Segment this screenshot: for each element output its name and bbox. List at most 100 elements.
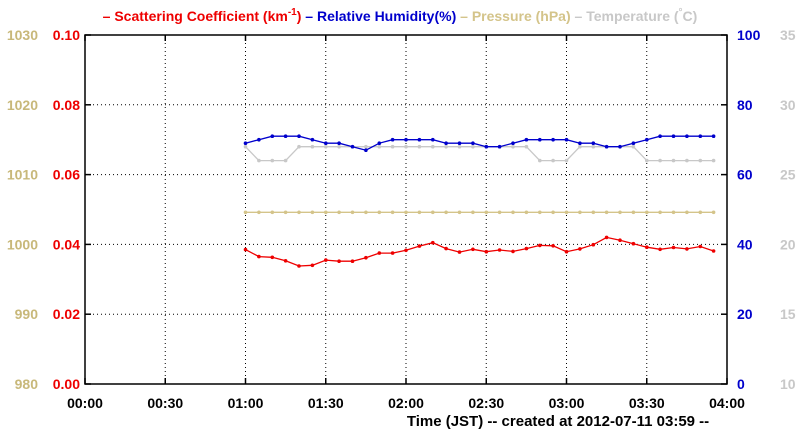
humidity-point [243, 141, 248, 145]
pressure-point [283, 210, 288, 215]
pressure-point [364, 210, 368, 215]
pressure-point [431, 210, 435, 215]
scattering-point [404, 248, 408, 253]
humidity-tick-label: 60 [737, 167, 753, 183]
series-layer [243, 134, 716, 268]
scattering-point [457, 250, 462, 254]
scattering-point [711, 249, 716, 253]
pressure-tick-label: 1000 [7, 236, 38, 252]
legend-item-scattering: Scattering Coefficient (km [114, 8, 287, 24]
temperature-point [417, 144, 422, 149]
temperature-point [444, 144, 448, 149]
pressure-point [511, 210, 515, 215]
x-tick-label: 00:00 [67, 395, 103, 411]
pressure-tick-label: 1010 [7, 167, 38, 183]
humidity-point [417, 137, 422, 142]
humidity-point [324, 141, 328, 145]
legend-item-temperature: Temperature ( [586, 8, 679, 24]
humidity-point [257, 137, 261, 142]
pressure-axis: 980 990 1000 1010 1020 1030 [7, 27, 38, 392]
x-tick-label: 00:30 [147, 395, 183, 411]
humidity-point [364, 148, 368, 152]
temperature-point [538, 158, 542, 163]
temperature-point [671, 158, 676, 163]
series-temperature [243, 144, 716, 163]
humidity-point [685, 134, 689, 138]
pressure-tick-label: 1030 [7, 27, 38, 43]
humidity-point [297, 134, 301, 138]
scattering-point [431, 240, 435, 245]
scattering-point [591, 242, 596, 247]
x-tick-label: 02:30 [468, 395, 504, 411]
x-axis: 00:00 00:30 01:00 01:30 02:00 02:30 03:00 03:30… [67, 34, 745, 411]
scattering-point [350, 259, 355, 264]
pressure-point [324, 210, 328, 215]
temperature-point [404, 144, 408, 149]
x-tick-label: 03:30 [629, 395, 665, 411]
temperature-tick-label: 35 [780, 27, 796, 43]
pressure-point [297, 210, 301, 215]
scattering-point [538, 243, 542, 248]
humidity-point [404, 137, 408, 142]
pressure-tick-label: 1020 [7, 97, 38, 113]
temperature-point [257, 158, 261, 163]
pressure-point [658, 210, 662, 215]
humidity-point [511, 141, 515, 145]
pressure-point [604, 210, 609, 215]
humidity-point [431, 137, 435, 142]
scattering-point [658, 247, 662, 252]
humidity-point [457, 141, 462, 145]
x-tick-label: 01:30 [308, 395, 344, 411]
humidity-point [591, 141, 596, 145]
pressure-point [671, 210, 676, 215]
pressure-point [538, 210, 542, 215]
temperature-point [591, 144, 596, 149]
scattering-point [671, 245, 676, 250]
legend-text: – Scattering Coefficient (km-1) – Relati… [103, 7, 698, 24]
humidity-tick-label: 0 [737, 376, 745, 392]
pressure-point [564, 210, 569, 215]
scattering-point [578, 247, 582, 251]
scattering-point [604, 235, 609, 240]
scattering-point [444, 246, 448, 251]
pressure-point [631, 210, 636, 215]
pressure-point [685, 210, 689, 215]
temperature-axis: 10 15 20 25 30 35 [780, 27, 796, 392]
temperature-point [310, 144, 315, 149]
humidity-tick-label: 40 [737, 236, 753, 252]
scattering-point [511, 249, 515, 254]
humidity-point [564, 137, 569, 142]
temperature-point [431, 144, 435, 149]
pressure-point [270, 210, 275, 215]
temperature-point [283, 158, 288, 163]
temperature-point [457, 144, 462, 149]
humidity-tick-label: 20 [737, 306, 753, 322]
temperature-point [711, 158, 716, 163]
legend-item-temperature-tail: C) [683, 8, 698, 24]
scattering-point [497, 248, 502, 252]
scattering-tick-label: 0.00 [53, 376, 80, 392]
humidity-point [658, 134, 662, 138]
scattering-point [310, 263, 315, 268]
pressure-point [484, 210, 489, 215]
temperature-tick-label: 25 [780, 167, 796, 183]
pressure-point [698, 210, 703, 215]
humidity-point [711, 134, 716, 138]
scattering-point [337, 259, 341, 264]
temperature-point [511, 144, 515, 149]
humidity-point [524, 137, 529, 142]
pressure-point [404, 210, 408, 215]
x-tick-label: 01:00 [228, 395, 264, 411]
scattering-point [484, 249, 489, 254]
humidity-point [337, 141, 341, 145]
pressure-point [390, 210, 395, 215]
humidity-point [698, 134, 703, 138]
temperature-point [658, 158, 662, 163]
humidity-point [578, 141, 582, 145]
temperature-point [324, 144, 328, 149]
humidity-point [377, 141, 382, 145]
pressure-point [257, 210, 261, 215]
scattering-point [524, 246, 529, 251]
humidity-point [350, 144, 355, 149]
